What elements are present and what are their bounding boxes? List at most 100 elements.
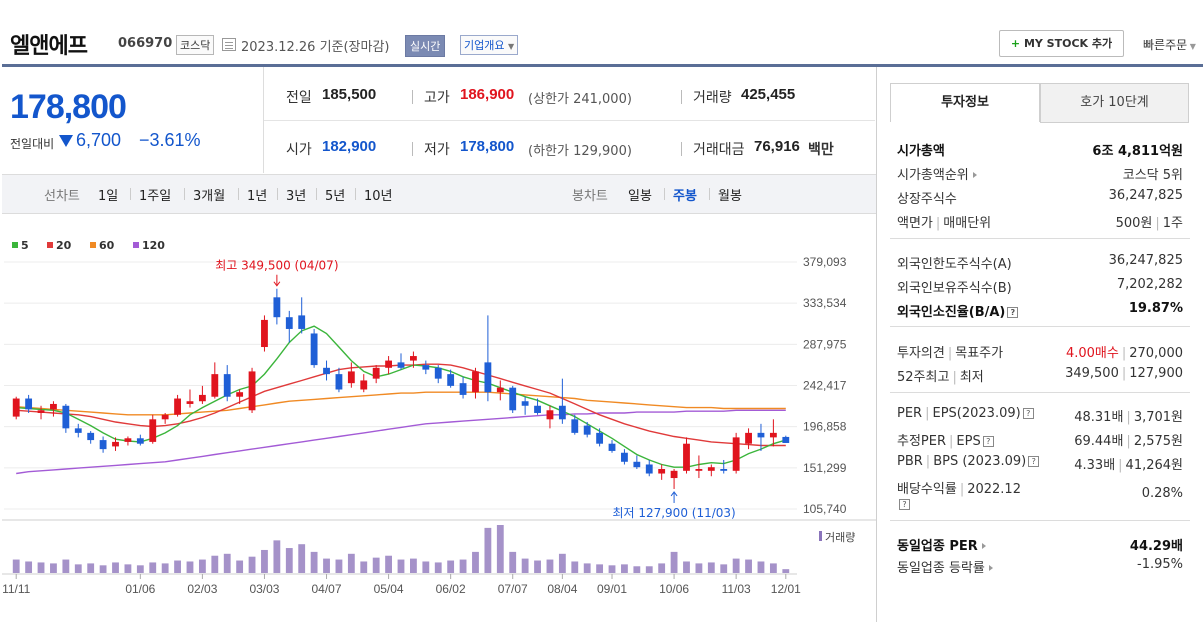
- volume-bar: [509, 551, 517, 573]
- quick-order-button[interactable]: 빠른주문 ▼: [1143, 36, 1196, 53]
- moving-averages: [16, 325, 786, 475]
- tab-order-book[interactable]: 호가 10단계: [1040, 83, 1189, 123]
- line-chart-label: 선차트: [44, 189, 80, 204]
- tab-1week[interactable]: 1주일: [139, 189, 172, 204]
- foreign-ratio-label: 외국인소진율(B/A)?: [897, 301, 1019, 320]
- volume-legend-swatch: [819, 531, 822, 541]
- y-tick-label: 105,740: [803, 502, 847, 516]
- per-eps-label: PER | EPS(2023.09)?: [897, 406, 1034, 421]
- candle-body: [546, 410, 554, 420]
- volume-bar: [161, 563, 169, 573]
- company-name: 엘앤에프: [10, 34, 88, 59]
- help-icon[interactable]: ?: [982, 436, 994, 447]
- tab-3year[interactable]: 3년: [286, 189, 307, 204]
- high-annotation: 최고 349,500 (04/07): [215, 259, 338, 273]
- ma60-line: [16, 391, 786, 416]
- candle-body: [658, 469, 666, 474]
- sector-per-label[interactable]: 동일업종 PER: [897, 535, 986, 554]
- candle-body: [87, 432, 95, 441]
- candle-body: [521, 401, 529, 406]
- volume-bar: [434, 562, 442, 573]
- tab-weekly[interactable]: 주봉: [673, 189, 697, 204]
- tab-5year[interactable]: 5년: [325, 189, 346, 204]
- foreign-limit-label: 외국인한도주식수(A): [897, 257, 1012, 272]
- low-label: 저가: [424, 142, 450, 158]
- y-tick-label: 287,975: [803, 337, 847, 351]
- candle-body: [323, 367, 330, 375]
- quick-order-label: 빠른주문: [1143, 38, 1188, 52]
- help-icon[interactable]: ?: [899, 499, 910, 510]
- volume-bar: [323, 558, 330, 573]
- panel-divider: [876, 67, 877, 622]
- tab-monthly[interactable]: 월봉: [718, 189, 742, 204]
- help-icon[interactable]: ?: [1007, 307, 1019, 318]
- volume-bar: [149, 562, 157, 573]
- volume-bar: [248, 556, 256, 573]
- foreign-limit-value: 36,247,825: [1108, 253, 1183, 268]
- foreign-hold-label: 외국인보유주식수(B): [897, 281, 1012, 296]
- high-label: 고가: [424, 90, 450, 106]
- trade-amount-label: 거래대금: [693, 142, 745, 158]
- trade-amount-value: 76,916: [754, 138, 800, 155]
- caret-right-icon: [972, 172, 977, 178]
- candle-body: [161, 414, 169, 420]
- tab-3month[interactable]: 3개월: [193, 189, 226, 204]
- volume-bar: [459, 559, 467, 573]
- candle-body: [409, 356, 417, 361]
- cap-rank-label[interactable]: 시가총액순위: [897, 164, 977, 183]
- candle-body: [745, 432, 752, 444]
- volume-bar: [112, 562, 119, 573]
- tab-1year[interactable]: 1년: [247, 189, 268, 204]
- company-overview-dropdown[interactable]: 기업개요 ▼: [460, 35, 519, 55]
- candle-body: [273, 297, 281, 318]
- volume-bar: [261, 549, 268, 573]
- realtime-button[interactable]: 실시간: [405, 35, 446, 57]
- period-tab-bar: [2, 174, 876, 214]
- company-overview-label: 기업개요: [464, 39, 505, 52]
- volume-bar: [621, 564, 628, 573]
- add-mystock-button[interactable]: + MY STOCK 추가: [999, 30, 1124, 57]
- dividend-label: 배당수익률 | 2022.12: [897, 482, 1021, 497]
- tab-1day[interactable]: 1일: [98, 189, 119, 204]
- volume-bar: [496, 525, 504, 573]
- volume-bars: 거래량: [12, 525, 855, 573]
- volume-bar: [583, 563, 591, 573]
- candle-body: [534, 405, 541, 413]
- cap-rank-value: 코스닥 5위: [1122, 168, 1183, 183]
- low-value: 178,800: [460, 138, 515, 155]
- candle-body: [335, 374, 343, 390]
- sector-change-label[interactable]: 동일업종 등락률: [897, 557, 993, 576]
- candle-body: [149, 419, 157, 442]
- ma5-line: [16, 325, 786, 468]
- candle-body: [236, 392, 244, 397]
- separator: [412, 142, 413, 156]
- volume-bar: [546, 559, 554, 573]
- prev-close-value: 185,500: [322, 86, 377, 103]
- candle-body: [62, 405, 70, 429]
- help-icon[interactable]: ?: [1022, 408, 1034, 419]
- candle-body: [372, 367, 380, 379]
- volume-bar: [732, 558, 740, 573]
- chevron-down-icon: ▼: [507, 42, 515, 51]
- price-box: [2, 67, 264, 173]
- volume-bar: [87, 563, 95, 573]
- volume-bar: [223, 553, 231, 573]
- x-tick-label: 05/04: [374, 582, 404, 596]
- candle-body: [385, 360, 393, 368]
- candle-body: [211, 374, 219, 397]
- candle-body: [261, 319, 268, 348]
- help-icon[interactable]: ?: [1028, 456, 1040, 467]
- change-value: 6,700: [76, 130, 122, 150]
- candle-body: [112, 441, 119, 447]
- x-tick-label: 04/07: [312, 582, 342, 596]
- tab-investment-info[interactable]: 투자정보: [890, 83, 1040, 123]
- volume-bar: [782, 569, 790, 573]
- tab-daily[interactable]: 일봉: [628, 189, 652, 204]
- stock-chart[interactable]: 5 20 60 120 379,093 333,534 287,975 242,417 196…: [2, 215, 876, 622]
- legend-label: 5: [21, 239, 29, 252]
- cap-rank-text: 시가총액순위: [897, 168, 969, 183]
- volume-bar: [608, 565, 616, 573]
- candle-body: [422, 365, 430, 370]
- tab-10year[interactable]: 10년: [364, 189, 393, 204]
- sector-per-value: 44.29배: [1129, 539, 1183, 554]
